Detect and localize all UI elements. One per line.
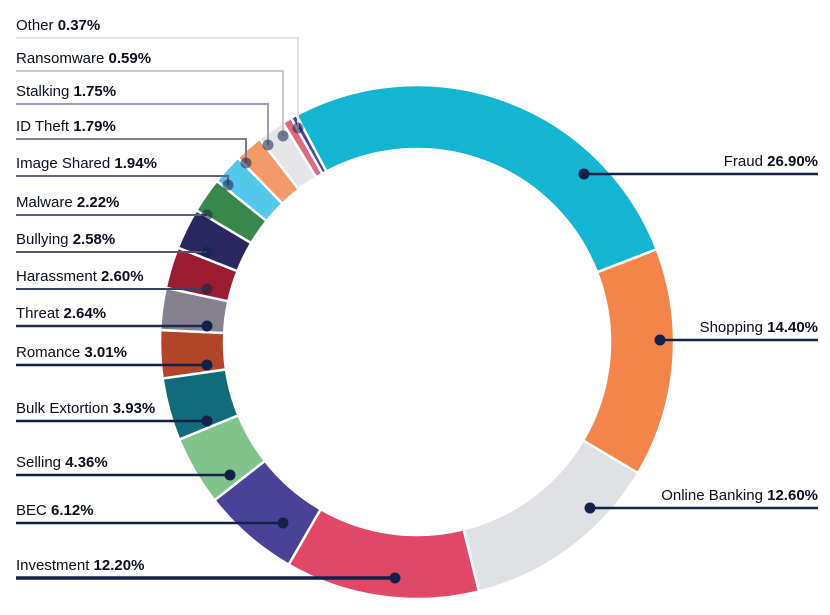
callout-threat: Threat 2.64% (16, 305, 213, 332)
callout-dot (201, 246, 213, 258)
label-value: 0.59% (109, 50, 152, 67)
leader-line (16, 175, 229, 185)
label-text: Malware 2.22% (16, 194, 119, 211)
label-value: 2.58% (73, 231, 116, 248)
callout-other: Other 0.37% (16, 17, 304, 134)
label-name: Harassment (16, 268, 101, 285)
label-value: 1.94% (114, 155, 157, 172)
slice-online-banking (462, 438, 640, 593)
label-name: ID Theft (16, 118, 73, 135)
label-name: Fraud (724, 153, 767, 170)
callout-labels: Fraud 26.90% Shopping 14.40% Online Bankin… (16, 17, 818, 584)
label-text: Fraud 26.90% (724, 153, 818, 170)
callout-malware: Malware 2.22% (16, 194, 213, 221)
label-text: Bulk Extortion 3.93% (16, 400, 155, 417)
callout-dot (277, 517, 289, 529)
label-value: 2.64% (64, 305, 107, 322)
label-text: Ransomware 0.59% (16, 50, 151, 67)
label-name: Online Banking (661, 487, 767, 504)
callout-image-shared: Image Shared 1.94% (16, 155, 234, 191)
callout-investment: Investment 12.20% (16, 557, 401, 584)
slice-investment (286, 507, 481, 601)
callout-online-banking: Online Banking 12.60% (584, 487, 818, 514)
callout-dot (222, 179, 234, 191)
label-value: 3.01% (84, 344, 127, 361)
label-text: Shopping 14.40% (700, 319, 818, 336)
callout-dot (292, 122, 304, 134)
label-value: 2.60% (101, 268, 144, 285)
label-name: Shopping (700, 319, 768, 336)
label-text: Investment 12.20% (16, 557, 144, 574)
callout-dot (201, 209, 213, 221)
label-value: 26.90% (767, 153, 818, 170)
label-name: Selling (16, 454, 65, 471)
callout-selling: Selling 4.36% (16, 454, 236, 481)
callout-dot (240, 157, 252, 169)
callout-ransomware: Ransomware 0.59% (16, 50, 289, 142)
callout-dot (262, 139, 274, 151)
label-name: Bulk Extortion (16, 400, 113, 417)
label-name: Ransomware (16, 50, 109, 67)
callout-dot (654, 334, 666, 346)
callout-stalking: Stalking 1.75% (16, 83, 274, 151)
label-name: Romance (16, 344, 84, 361)
slice-shopping (581, 247, 676, 475)
label-value: 3.93% (113, 400, 156, 417)
label-value: 12.60% (767, 487, 818, 504)
label-value: 0.37% (58, 17, 101, 34)
label-value: 12.20% (94, 557, 145, 574)
callout-dot (578, 168, 590, 180)
label-text: Romance 3.01% (16, 344, 127, 361)
label-text: Online Banking 12.60% (661, 487, 818, 504)
label-value: 2.22% (77, 194, 120, 211)
slice-romance (158, 328, 228, 380)
label-value: 6.12% (51, 502, 94, 519)
label-text: Bullying 2.58% (16, 231, 115, 248)
callout-dot (201, 415, 213, 427)
label-text: Selling 4.36% (16, 454, 108, 471)
callout-dot (584, 502, 596, 514)
callout-fraud: Fraud 26.90% (578, 153, 818, 180)
label-text: Harassment 2.60% (16, 268, 144, 285)
callout-harassment: Harassment 2.60% (16, 268, 213, 295)
label-name: Bullying (16, 231, 73, 248)
label-name: Other (16, 17, 58, 34)
callout-dot (224, 469, 236, 481)
label-text: Threat 2.64% (16, 305, 106, 322)
callout-dot (389, 572, 401, 584)
callout-bulk-extortion: Bulk Extortion 3.93% (16, 400, 213, 427)
callout-bullying: Bullying 2.58% (16, 231, 213, 258)
label-name: Investment (16, 557, 94, 574)
callout-dot (277, 130, 289, 142)
label-text: ID Theft 1.79% (16, 118, 116, 135)
label-value: 4.36% (65, 454, 108, 471)
callout-dot (201, 320, 213, 332)
leader-line (16, 138, 247, 163)
label-text: Image Shared 1.94% (16, 155, 157, 172)
label-value: 1.79% (73, 118, 116, 135)
leader-line (16, 37, 299, 128)
label-text: Other 0.37% (16, 17, 100, 34)
label-value: 14.40% (767, 319, 818, 336)
callout-id-theft: ID Theft 1.79% (16, 118, 252, 169)
label-name: Threat (16, 305, 64, 322)
label-name: Malware (16, 194, 77, 211)
label-name: Stalking (16, 83, 74, 100)
callout-shopping: Shopping 14.40% (654, 319, 818, 346)
callout-dot (201, 359, 213, 371)
callout-bec: BEC 6.12% (16, 502, 289, 529)
leader-line (16, 103, 269, 145)
callout-romance: Romance 3.01% (16, 344, 213, 371)
label-name: Image Shared (16, 155, 114, 172)
slice-fraud (294, 83, 659, 274)
label-text: Stalking 1.75% (16, 83, 116, 100)
label-name: BEC (16, 502, 51, 519)
label-value: 1.75% (74, 83, 117, 100)
label-text: BEC 6.12% (16, 502, 94, 519)
leader-line (16, 70, 284, 136)
callout-dot (201, 283, 213, 295)
